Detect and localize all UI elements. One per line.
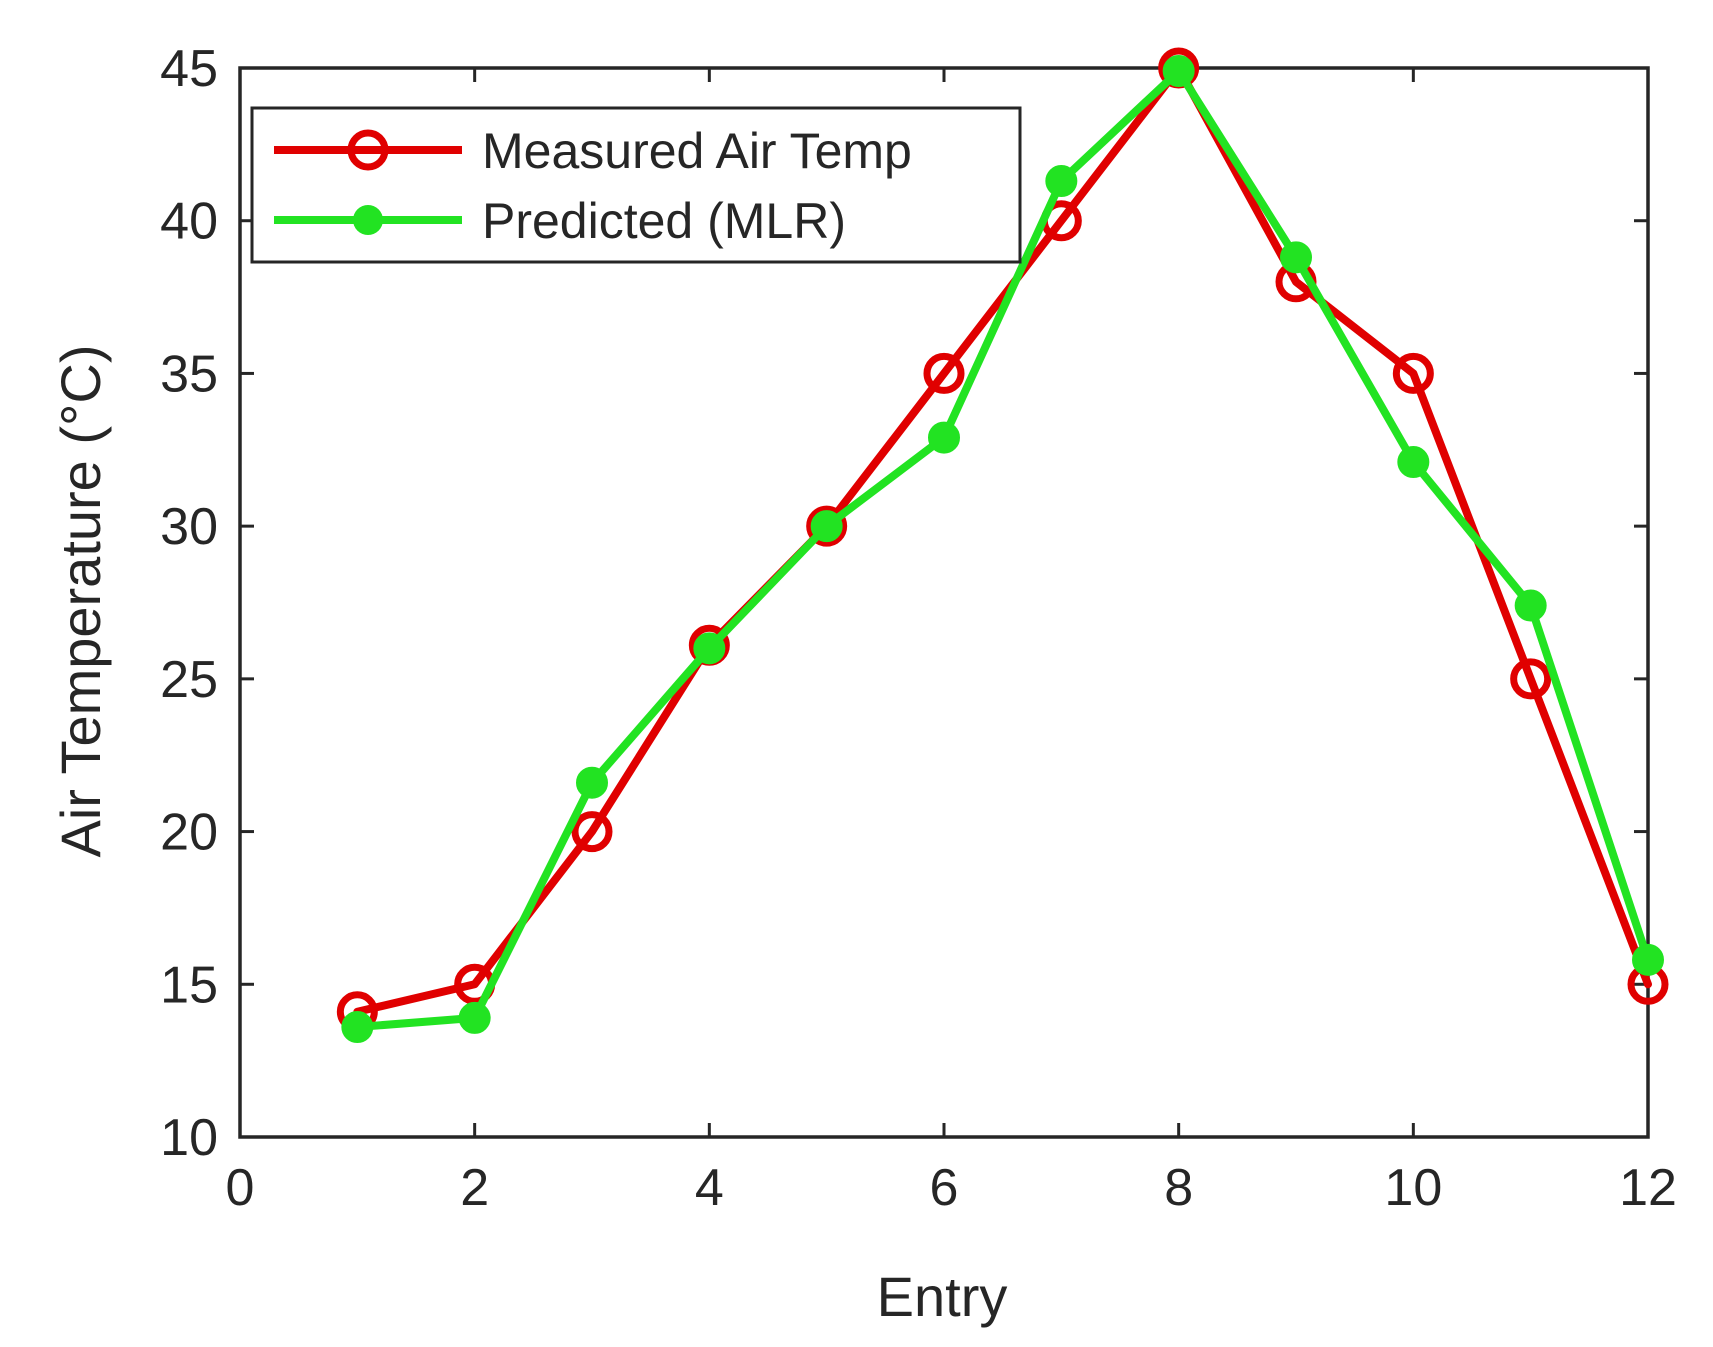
x-tick-label: 6	[930, 1159, 959, 1217]
data-point	[1632, 943, 1664, 976]
data-point	[806, 505, 848, 547]
data-point	[1045, 165, 1078, 198]
data-point	[810, 510, 843, 543]
data-point	[928, 421, 960, 454]
y-tick-label: 25	[160, 651, 218, 709]
y-tick-label: 20	[160, 804, 218, 862]
data-point	[1162, 55, 1195, 88]
legend: Measured Air Temp Predicted (MLR)	[250, 106, 1022, 264]
y-tick-label: 45	[160, 40, 218, 98]
y-tick-label: 10	[160, 1109, 218, 1167]
legend-label: Measured Air Temp	[482, 123, 912, 179]
tick-labels: 0 2 4 6 8 10 12 10 15 20 25 30 35 40 45	[160, 40, 1677, 1217]
x-tick-label: 4	[695, 1159, 724, 1217]
data-point	[1514, 589, 1547, 622]
series-line	[353, 64, 1652, 1016]
series-line	[353, 67, 1652, 1032]
legend-swatch-marker	[347, 129, 389, 171]
series-predicted	[341, 55, 1664, 1044]
data-point	[1510, 658, 1552, 700]
y-tick-label: 30	[160, 498, 218, 556]
data-point	[341, 1011, 374, 1044]
data-point	[693, 632, 726, 665]
x-axis-label: Entry	[877, 1265, 1008, 1328]
axis-ticks	[238, 66, 1650, 1139]
legend-swatch-marker	[353, 205, 383, 235]
data-point	[923, 352, 965, 394]
data-point	[1392, 352, 1434, 394]
y-axis-label: Air Temperature (°C)	[49, 344, 112, 857]
data-point	[576, 766, 608, 799]
data-point	[458, 1001, 491, 1034]
x-tick-label: 10	[1384, 1159, 1442, 1217]
x-tick-label: 2	[460, 1159, 489, 1217]
x-tick-label: 8	[1164, 1159, 1193, 1217]
legend-label: Predicted (MLR)	[482, 193, 846, 249]
data-point	[1397, 446, 1430, 479]
y-tick-label: 40	[160, 193, 218, 251]
data-point	[571, 811, 613, 853]
series-layer	[336, 47, 1669, 1044]
x-tick-label: 12	[1619, 1159, 1677, 1217]
y-tick-label: 15	[160, 956, 218, 1014]
x-tick-label: 0	[226, 1159, 255, 1217]
y-tick-label: 35	[160, 345, 218, 403]
data-point	[1280, 241, 1312, 274]
